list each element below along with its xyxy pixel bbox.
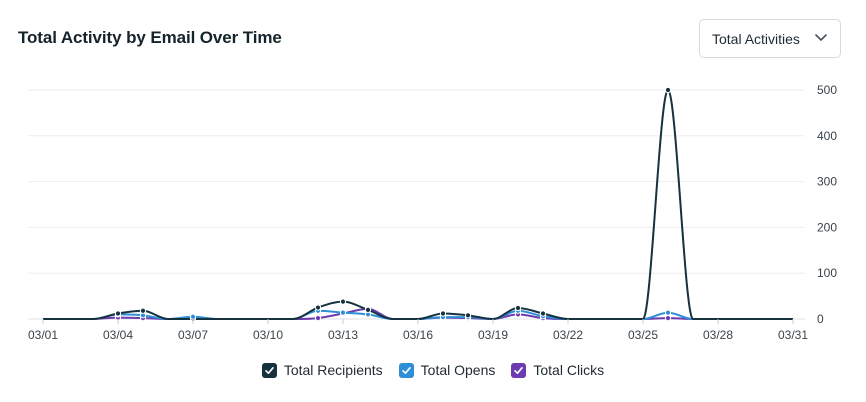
- x-tick-label: 03/04: [103, 328, 133, 342]
- data-point-total-recipients[interactable]: [139, 307, 147, 314]
- x-tick-label: 03/25: [628, 328, 658, 342]
- legend-checkbox[interactable]: [398, 362, 414, 378]
- data-point-total-recipients[interactable]: [339, 298, 347, 305]
- data-point-total-recipients[interactable]: [364, 306, 372, 313]
- data-point-total-opens[interactable]: [339, 309, 347, 316]
- data-point-total-recipients[interactable]: [664, 86, 672, 94]
- legend-item-total-clicks[interactable]: Total Clicks: [511, 362, 604, 378]
- legend-checkbox[interactable]: [511, 362, 527, 378]
- x-tick-label: 03/31: [778, 328, 808, 342]
- legend-label: Total Recipients: [283, 362, 383, 378]
- legend-checkbox[interactable]: [261, 362, 277, 378]
- data-point-total-recipients[interactable]: [439, 310, 447, 317]
- checkmark-icon: [401, 366, 411, 374]
- dropdown-selected-value: Total Activities: [712, 30, 800, 47]
- chart-title: Total Activity by Email Over Time: [18, 28, 282, 47]
- x-tick-label: 03/13: [328, 328, 358, 342]
- checkmark-icon: [265, 366, 274, 374]
- series-lines: [42, 89, 793, 320]
- x-tick-label: 03/10: [253, 328, 283, 342]
- x-tick-label: 03/07: [178, 328, 208, 342]
- data-point-total-opens[interactable]: [664, 309, 672, 316]
- y-axis-ticks: 0 100 200 300 400 500: [817, 83, 837, 326]
- y-tick-label: 100: [817, 266, 837, 280]
- data-point-total-clicks[interactable]: [664, 314, 672, 322]
- activity-type-dropdown[interactable]: Total Activities: [699, 19, 841, 58]
- data-point-total-recipients[interactable]: [539, 310, 547, 317]
- x-tick-label: 03/28: [703, 328, 733, 342]
- y-tick-label: 500: [817, 83, 837, 97]
- legend-label: Total Opens: [420, 362, 496, 378]
- checkmark-icon: [514, 366, 524, 374]
- x-axis-ticks: 03/01 03/04 03/07 03/10 03/13 03/16 03/19 03/22…: [28, 319, 808, 342]
- y-tick-label: 300: [817, 175, 837, 189]
- data-point-total-recipients[interactable]: [464, 312, 472, 319]
- series-points: [114, 86, 672, 322]
- x-tick-label: 03/16: [403, 328, 433, 342]
- data-point-total-recipients[interactable]: [514, 304, 522, 312]
- x-tick-label: 03/01: [28, 328, 58, 342]
- data-point-total-opens[interactable]: [189, 313, 197, 320]
- legend-label: Total Clicks: [533, 362, 605, 378]
- y-tick-label: 200: [817, 220, 837, 234]
- legend-item-total-opens[interactable]: Total Opens: [398, 362, 496, 378]
- data-point-total-clicks[interactable]: [314, 314, 322, 322]
- y-tick-label: 400: [817, 129, 837, 143]
- grid-lines: [28, 89, 805, 320]
- y-tick-label: 0: [817, 312, 824, 326]
- series-line-total-recipients: [42, 89, 793, 320]
- data-point-total-recipients[interactable]: [114, 310, 122, 317]
- x-tick-label: 03/22: [553, 328, 583, 342]
- data-point-total-recipients[interactable]: [314, 304, 322, 311]
- x-tick-label: 03/19: [478, 328, 508, 342]
- legend-item-total-recipients[interactable]: Total Recipients: [261, 362, 383, 378]
- chevron-down-icon: [815, 34, 827, 41]
- chart-legend: Total Recipients Total Opens Total Clicks: [0, 362, 866, 378]
